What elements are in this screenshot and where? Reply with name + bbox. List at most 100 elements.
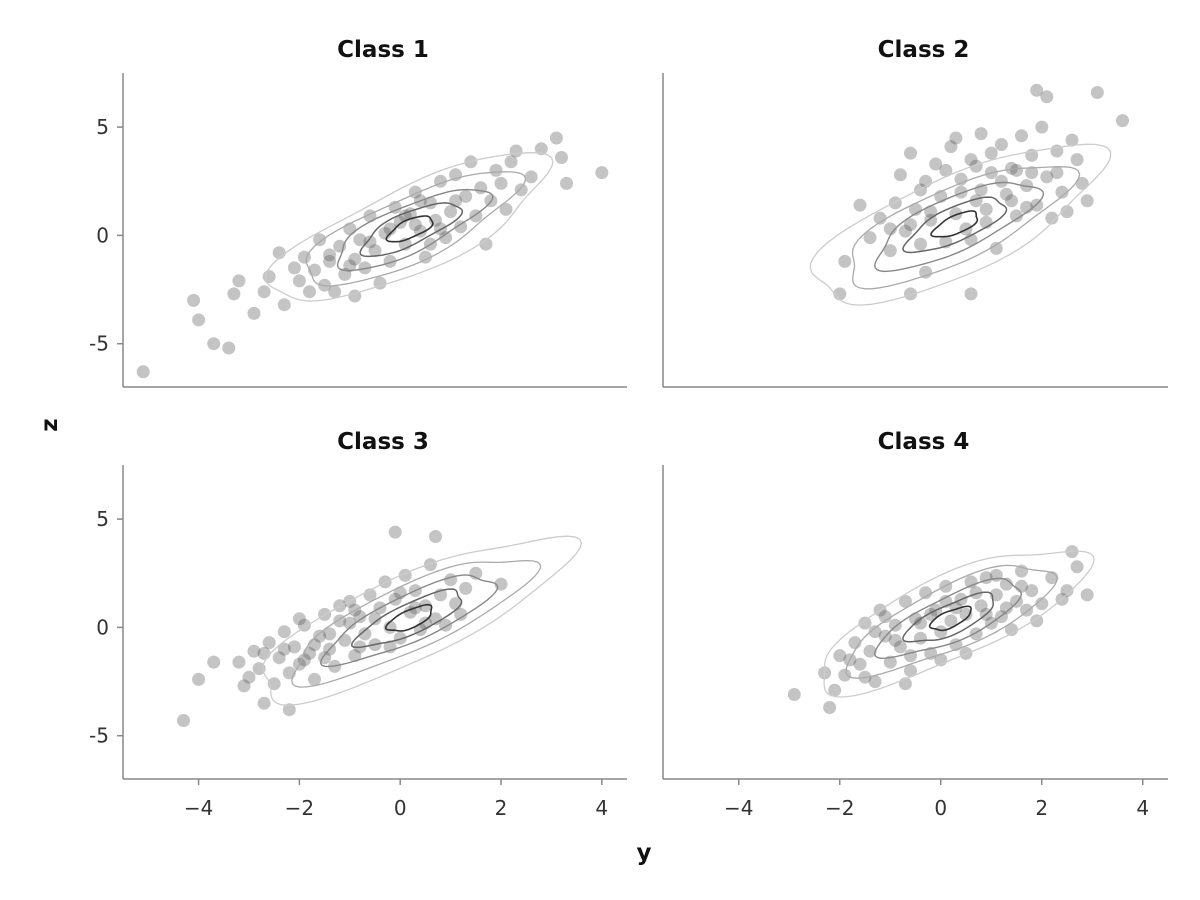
scatter-point bbox=[868, 625, 882, 639]
panel-title: Class 1 bbox=[337, 37, 429, 63]
scatter-point bbox=[257, 646, 271, 660]
scatter-point bbox=[338, 633, 352, 647]
scatter-point bbox=[247, 306, 261, 320]
scatter-point bbox=[964, 153, 978, 167]
scatter-point bbox=[964, 287, 978, 301]
scatter-point bbox=[358, 627, 372, 641]
scatter-point bbox=[919, 586, 933, 600]
density-contour-level-4 bbox=[902, 591, 994, 643]
scatter-point bbox=[893, 168, 907, 182]
scatter-point bbox=[1025, 166, 1039, 180]
scatter-point bbox=[914, 183, 927, 197]
scatter-point bbox=[904, 287, 917, 301]
x-tick-label: 4 bbox=[1136, 796, 1149, 820]
density-contour-level-1 bbox=[261, 535, 583, 706]
scatter-point bbox=[308, 638, 321, 652]
scatter-point bbox=[313, 233, 327, 247]
scatter-point bbox=[308, 672, 321, 686]
scatter-point bbox=[459, 189, 473, 203]
scatter-point bbox=[277, 625, 291, 639]
scatter-point bbox=[883, 244, 897, 258]
scatter-point bbox=[348, 252, 362, 266]
scatter-point bbox=[974, 599, 988, 613]
density-contour-level-2 bbox=[291, 559, 542, 688]
scatter-point bbox=[560, 176, 573, 190]
scatter-point bbox=[924, 205, 938, 219]
scatter-point bbox=[444, 205, 458, 219]
scatter-point bbox=[429, 530, 442, 543]
density-contour-level-3 bbox=[874, 181, 1045, 273]
scatter-point bbox=[1040, 170, 1054, 184]
scatter-point bbox=[863, 231, 877, 245]
scatter-point bbox=[232, 274, 246, 288]
density-contours bbox=[823, 550, 1095, 698]
density-contour-level-5 bbox=[384, 603, 433, 632]
scatter-point bbox=[949, 601, 963, 615]
scatter-point bbox=[969, 159, 983, 173]
scatter-point bbox=[363, 235, 377, 249]
scatter-point bbox=[999, 601, 1013, 615]
density-contour-level-2 bbox=[851, 166, 1081, 290]
density-contour-level-2 bbox=[845, 564, 1058, 679]
scatter-point bbox=[1045, 211, 1059, 225]
density-contour-level-5 bbox=[385, 215, 434, 243]
density-contour-level-4 bbox=[902, 196, 1008, 254]
scatter-point bbox=[303, 285, 316, 299]
scatter-point bbox=[222, 341, 236, 355]
scatter-point bbox=[858, 616, 872, 630]
scatter-point bbox=[893, 640, 907, 654]
scatter-point bbox=[282, 666, 296, 680]
x-tick-label: 0 bbox=[934, 796, 947, 820]
y-tick-label: 5 bbox=[96, 115, 109, 139]
scatter-point bbox=[1080, 194, 1094, 208]
scatter-point bbox=[232, 655, 246, 669]
scatter-point bbox=[227, 287, 241, 301]
scatter-point bbox=[549, 131, 563, 145]
scatter-point bbox=[343, 259, 357, 273]
scatter-point bbox=[292, 612, 306, 626]
scatter-point bbox=[277, 298, 291, 312]
scatter-point bbox=[418, 250, 432, 264]
scatter-point bbox=[489, 163, 503, 177]
x-tick-label: −4 bbox=[184, 796, 213, 820]
scatter-point bbox=[323, 627, 337, 641]
scatter-point bbox=[242, 670, 256, 684]
scatter-point bbox=[929, 157, 943, 171]
scatter-point bbox=[192, 313, 206, 327]
scatter-point bbox=[1070, 153, 1084, 167]
scatter-point bbox=[1080, 588, 1094, 602]
scatter-point bbox=[1065, 133, 1079, 147]
scatter-point bbox=[504, 155, 518, 169]
scatter-point bbox=[207, 337, 221, 351]
scatter-point bbox=[499, 202, 513, 216]
scatter-point bbox=[1090, 86, 1104, 99]
scatter-point bbox=[1010, 163, 1023, 177]
density-contour-level-3 bbox=[319, 574, 499, 668]
scatter-point bbox=[1050, 166, 1064, 180]
panel-class-4: Class 4 −4 −2 0 2 4 bbox=[662, 429, 1168, 820]
scatter-point bbox=[1005, 161, 1018, 175]
scatter-point bbox=[353, 233, 367, 247]
scatter-point bbox=[287, 640, 301, 654]
scatter-point bbox=[348, 649, 362, 663]
density-contour-level-5 bbox=[930, 210, 979, 238]
scatter-point bbox=[904, 218, 917, 232]
scatter-point bbox=[1116, 114, 1129, 128]
scatter-point bbox=[853, 198, 867, 212]
scatter-point bbox=[595, 166, 609, 180]
x-tick-label: 2 bbox=[495, 796, 508, 820]
scatter-point bbox=[534, 142, 548, 156]
scatter-point bbox=[939, 163, 953, 177]
scatter-point bbox=[323, 248, 337, 262]
density-contour-level-3 bbox=[336, 188, 494, 272]
scatter-point bbox=[888, 618, 902, 632]
scatter-point bbox=[838, 254, 852, 268]
scatter-points bbox=[177, 525, 508, 727]
scatter-point bbox=[914, 616, 927, 630]
scatter-point bbox=[828, 683, 842, 697]
scatter-point bbox=[974, 127, 988, 141]
scatter-point bbox=[277, 642, 291, 656]
density-contour-level-5 bbox=[928, 605, 972, 632]
panel-class-1: Class 1 -5 0 5 bbox=[89, 37, 627, 388]
